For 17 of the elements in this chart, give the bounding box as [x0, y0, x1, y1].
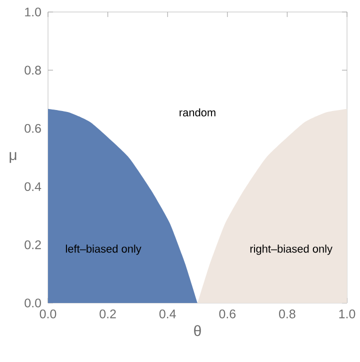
y-tick-label: 1.0 [25, 8, 41, 16]
y-tick-label: 0.6 [24, 124, 41, 133]
x-tick-label: 0.8 [279, 310, 296, 318]
y-axis-title: μ [10, 152, 16, 163]
y-tick-label: 0.0 [24, 298, 41, 308]
x-tick-label: 0.2 [100, 310, 116, 318]
annotation: left–biased only [66, 244, 142, 255]
x-tick-label: 0.0 [40, 310, 56, 318]
annotation: right–biased only [250, 244, 332, 255]
x-axis-title: θ [194, 325, 201, 336]
annotation: random [180, 108, 216, 116]
x-tick-label: 0.6 [219, 310, 236, 318]
y-tick-label: 0.2 [24, 240, 41, 250]
y-tick-label: 0.4 [24, 182, 42, 192]
x-tick-label: 1.0 [339, 310, 356, 318]
x-tick-label: 0.4 [159, 310, 176, 318]
y-tick-label: 0.8 [24, 66, 41, 75]
